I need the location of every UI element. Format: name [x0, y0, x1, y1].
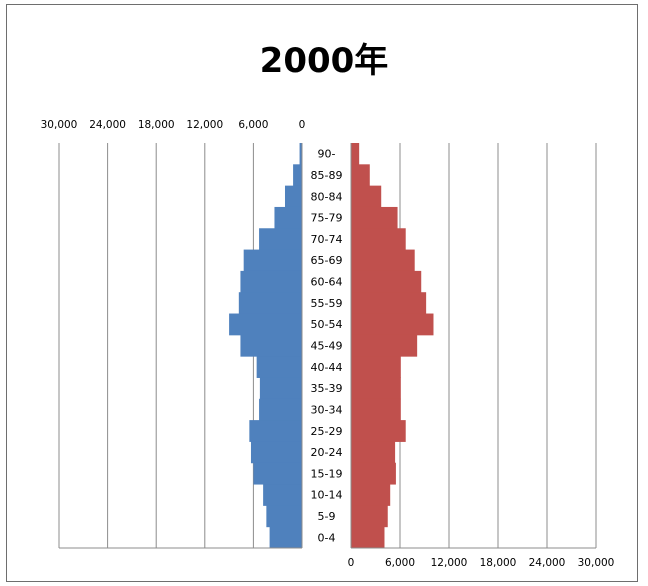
- bar-left: [293, 164, 302, 187]
- right-axis-tick-label: 18,000: [480, 557, 517, 569]
- bar-right: [351, 462, 396, 485]
- left-axis-tick-label: 6,000: [238, 119, 268, 131]
- age-group-label: 55-59: [311, 297, 343, 310]
- age-group-label: 60-64: [311, 276, 343, 289]
- age-group-label: 35-39: [311, 382, 343, 395]
- left-axis-tick-label: 18,000: [138, 119, 175, 131]
- bar-left: [243, 249, 302, 272]
- bar-right: [351, 164, 370, 187]
- left-axis-tick-label: 0: [299, 119, 306, 131]
- bar-left: [238, 292, 302, 315]
- age-group-label: 65-69: [311, 254, 343, 267]
- bar-left: [229, 313, 302, 336]
- bar-left: [259, 228, 302, 251]
- age-group-label: 10-14: [311, 489, 343, 502]
- bar-left: [240, 270, 302, 293]
- left-axis-tick-label: 30,000: [41, 119, 78, 131]
- bar-right: [351, 270, 422, 293]
- bar-left: [256, 356, 302, 378]
- bar-right: [351, 292, 427, 315]
- bar-right: [351, 228, 406, 251]
- left-axis-tick-label: 12,000: [186, 119, 223, 131]
- chart-title: 2000年: [260, 41, 389, 81]
- right-axis-tick-label: 6,000: [385, 557, 415, 569]
- age-group-label: 30-34: [311, 403, 343, 416]
- age-group-label: 75-79: [311, 212, 343, 225]
- bar-right: [351, 484, 391, 506]
- chart-frame: [6, 4, 638, 582]
- age-group-label: 90-: [318, 148, 336, 161]
- age-group-label: 20-24: [311, 446, 343, 459]
- bar-left: [274, 206, 302, 229]
- bar-left: [263, 484, 302, 506]
- bar-left: [240, 334, 302, 357]
- bar-left: [259, 398, 302, 421]
- age-group-label: 40-44: [311, 361, 343, 374]
- bar-right: [351, 313, 434, 336]
- age-group-label: 85-89: [311, 169, 343, 182]
- right-axis-tick-label: 24,000: [529, 557, 566, 569]
- bar-right: [351, 206, 398, 229]
- age-group-label: 80-84: [311, 190, 343, 203]
- bar-left: [299, 143, 302, 165]
- right-axis-tick-label: 30,000: [578, 557, 615, 569]
- bar-right: [351, 377, 401, 400]
- bar-right: [351, 185, 382, 208]
- right-axis-tick-label: 0: [348, 557, 355, 569]
- right-axis-tick-label: 12,000: [431, 557, 468, 569]
- bar-right: [351, 526, 385, 549]
- bar-left: [249, 420, 302, 442]
- bar-left: [269, 526, 302, 549]
- bar-right: [351, 398, 401, 421]
- age-group-label: 25-29: [311, 425, 343, 438]
- age-group-label: 0-4: [318, 531, 336, 544]
- bar-left: [266, 505, 302, 528]
- bar-left: [253, 462, 302, 485]
- age-group-label: 70-74: [311, 233, 343, 246]
- left-axis-tick-label: 24,000: [89, 119, 126, 131]
- bar-right: [351, 356, 401, 378]
- bar-right: [351, 420, 406, 442]
- bar-right: [351, 249, 415, 272]
- bar-left: [284, 185, 302, 208]
- age-group-label: 15-19: [311, 467, 343, 480]
- age-group-label: 5-9: [318, 510, 336, 523]
- bar-right: [351, 505, 388, 528]
- age-group-label: 45-49: [311, 340, 343, 353]
- age-group-label: 50-54: [311, 318, 343, 331]
- bar-left: [259, 377, 302, 400]
- bar-right: [351, 334, 418, 357]
- bar-left: [250, 441, 302, 464]
- bar-right: [351, 441, 396, 464]
- bar-right: [351, 143, 360, 165]
